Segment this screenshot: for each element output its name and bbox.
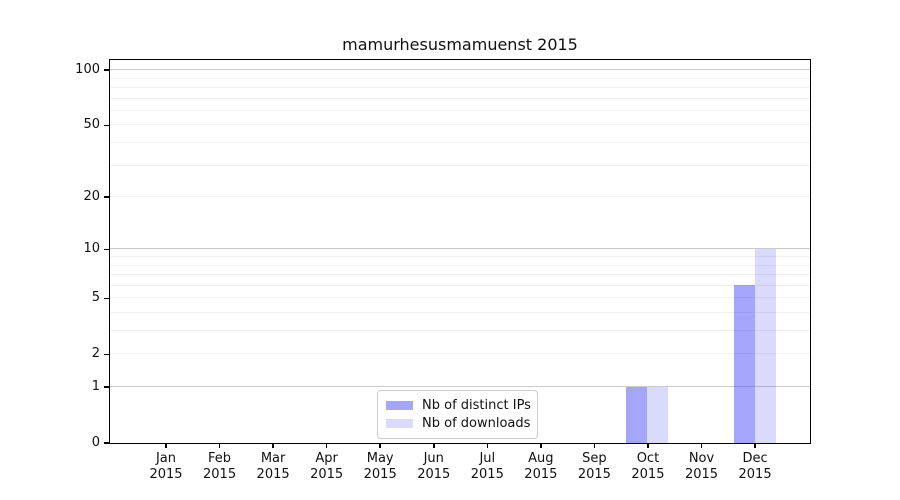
gridline-minor [109, 196, 810, 198]
x-tick-month: Apr [315, 451, 338, 466]
gridline-minor [109, 97, 810, 99]
x-tick-month: May [366, 451, 394, 466]
gridline-minor [109, 353, 810, 355]
x-tick-mark [272, 443, 274, 448]
bar-downloads [754, 248, 776, 443]
legend-swatch [386, 400, 413, 410]
x-tick-month: Aug [528, 451, 554, 466]
x-tick-mark [754, 443, 756, 448]
x-tick-label: Jan 2015 [136, 451, 196, 483]
x-tick-month: Jan [155, 451, 177, 466]
y-tick-label: 1 [91, 379, 100, 394]
x-tick-label: Apr 2015 [297, 451, 357, 483]
x-tick-label: Sep 2015 [564, 451, 624, 483]
x-tick-mark [486, 443, 489, 448]
gridline-minor [109, 297, 810, 299]
x-tick-label: Jul 2015 [457, 451, 517, 483]
y-tick-mark [104, 386, 109, 388]
y-tick-mark [104, 69, 109, 71]
legend-label: Nb of distinct IPs [422, 397, 531, 413]
x-tick-mark [593, 443, 596, 448]
gridline-minor [109, 142, 810, 144]
x-tick-year: 2015 [470, 467, 504, 482]
x-tick-month: Mar [260, 451, 286, 466]
x-tick-month: Nov [688, 451, 715, 466]
x-tick-year: 2015 [524, 467, 558, 482]
x-tick-mark [218, 443, 221, 448]
gridline-minor [109, 77, 810, 79]
x-tick-year: 2015 [203, 467, 237, 482]
x-tick-month: Dec [742, 451, 768, 466]
y-tick-label: 2 [91, 346, 100, 362]
gridline-major [109, 69, 810, 71]
gridline-minor [109, 256, 810, 257]
x-tick-mark [540, 443, 542, 448]
x-tick-mark [325, 443, 328, 448]
legend-swatch [386, 418, 413, 428]
legend-item: Nb of distinct IPs [386, 396, 531, 414]
x-tick-year: 2015 [738, 467, 772, 482]
x-tick-label: Nov 2015 [672, 451, 732, 483]
gridline-minor [109, 109, 810, 111]
y-tick-mark [104, 196, 109, 198]
gridline-minor [109, 330, 810, 332]
gridline-minor [109, 274, 810, 276]
x-tick-year: 2015 [577, 467, 611, 482]
x-tick-label: Feb 2015 [190, 451, 250, 483]
legend-label: Nb of downloads [422, 415, 531, 431]
x-tick-label: Oct 2015 [618, 451, 678, 483]
x-tick-month: Jul [479, 451, 496, 466]
y-tick-mark [104, 124, 109, 127]
legend: Nb of distinct IPs Nb of downloads [377, 390, 538, 439]
gridline-minor [109, 87, 810, 89]
x-tick-label: May 2015 [350, 451, 410, 483]
y-tick-mark [104, 353, 109, 355]
bar-distinct-ips [626, 386, 648, 443]
chart-title: mamurhesusmamuenst 2015 [342, 35, 578, 54]
y-tick-label: 5 [91, 290, 100, 306]
gridline-minor [109, 164, 810, 166]
y-tick-label: 0 [91, 435, 100, 450]
bar-downloads [647, 386, 669, 443]
y-tick-mark [104, 442, 109, 444]
gridline-major [109, 386, 810, 387]
y-tick-mark [104, 248, 109, 251]
x-tick-year: 2015 [149, 467, 183, 482]
gridline-minor [109, 124, 810, 126]
x-tick-label: Dec 2015 [725, 451, 785, 483]
gridline-major [109, 248, 810, 250]
x-tick-year: 2015 [256, 467, 290, 482]
x-tick-year: 2015 [684, 467, 719, 482]
x-tick-month: Oct [636, 451, 660, 466]
gridline-minor [109, 264, 810, 266]
y-tick-label: 20 [83, 189, 100, 205]
x-tick-month: Jun [423, 451, 444, 466]
gridline-minor [109, 284, 810, 286]
x-tick-mark [379, 443, 381, 448]
x-tick-mark [700, 443, 703, 448]
x-tick-mark [647, 443, 649, 448]
x-tick-mark [433, 443, 435, 448]
x-tick-label: Mar 2015 [243, 451, 303, 483]
x-tick-year: 2015 [310, 467, 344, 482]
y-tick-mark [104, 297, 109, 299]
x-tick-year: 2015 [631, 467, 665, 482]
x-tick-year: 2015 [417, 467, 451, 482]
legend-item: Nb of downloads [386, 414, 531, 432]
y-tick-label: 50 [83, 117, 100, 133]
x-tick-month: Sep [582, 451, 607, 466]
x-tick-label: Jun 2015 [404, 451, 464, 483]
x-tick-mark [165, 443, 167, 448]
y-tick-label: 10 [83, 241, 100, 257]
x-tick-year: 2015 [363, 467, 397, 482]
gridline-minor [109, 311, 810, 313]
x-tick-label: Aug 2015 [511, 451, 571, 483]
y-tick-label: 100 [75, 62, 100, 78]
plot-area [108, 58, 811, 444]
x-tick-month: Feb [208, 451, 232, 466]
bar-distinct-ips [733, 285, 755, 443]
